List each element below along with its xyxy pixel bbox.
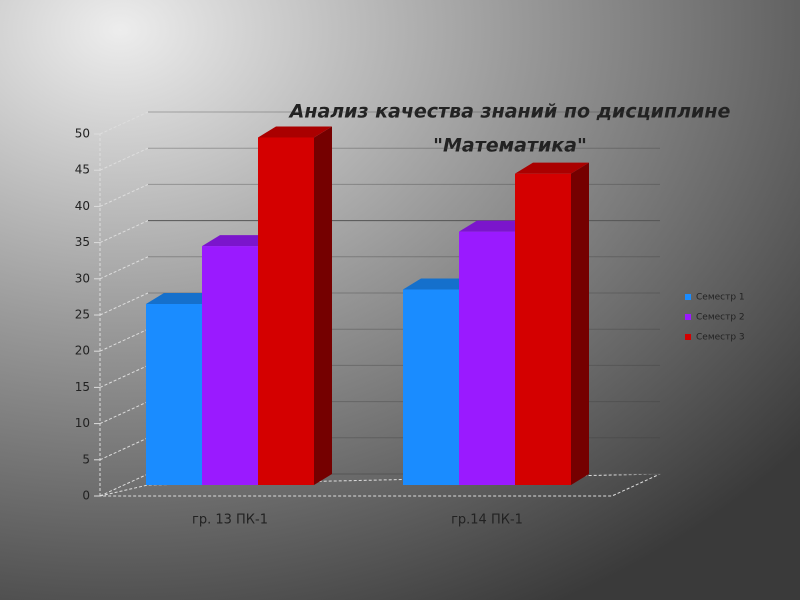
bar-side xyxy=(571,162,589,485)
x-tick-label: гр.14 ПК-1 xyxy=(451,513,523,528)
bar xyxy=(515,173,571,485)
grid-diagonal xyxy=(99,220,149,244)
legend-swatch xyxy=(685,294,691,300)
bar xyxy=(403,289,459,485)
chart-title: Анализ качества знаний по дисциплине xyxy=(288,101,731,123)
grid-diagonal xyxy=(99,256,149,280)
grid-diagonal xyxy=(99,292,149,316)
y-tick-label: 50 xyxy=(75,127,90,141)
grid-diagonal xyxy=(99,147,149,171)
bar xyxy=(258,137,314,486)
bar-top xyxy=(459,220,533,232)
y-tick-label: 25 xyxy=(75,308,90,322)
bar-side xyxy=(314,126,332,485)
legend-label: Семестр 2 xyxy=(696,313,745,323)
y-tick-label: 45 xyxy=(75,163,90,177)
chart-title: "Математика" xyxy=(433,135,587,157)
legend-swatch xyxy=(685,334,691,340)
grid-diagonal xyxy=(99,473,149,497)
grid-diagonal xyxy=(99,364,149,388)
legend-swatch xyxy=(685,314,691,320)
bar xyxy=(202,246,258,485)
bar-top xyxy=(202,235,276,247)
bar-top xyxy=(515,162,589,174)
grid-diagonal xyxy=(99,183,149,207)
bar xyxy=(459,231,515,485)
y-tick-label: 30 xyxy=(75,271,90,285)
y-tick-label: 15 xyxy=(75,380,90,394)
bar xyxy=(146,304,202,485)
bar-top xyxy=(403,278,477,290)
y-tick-label: 5 xyxy=(82,452,90,466)
grid-diagonal xyxy=(99,437,149,461)
legend-label: Семестр 3 xyxy=(696,333,745,343)
y-tick-label: 0 xyxy=(82,489,90,503)
legend-label: Семестр 1 xyxy=(696,293,745,303)
y-tick-label: 40 xyxy=(75,199,90,213)
x-tick-label: гр. 13 ПК-1 xyxy=(192,513,268,528)
bar-top xyxy=(146,293,220,304)
bar-top xyxy=(258,126,332,138)
grid-diagonal xyxy=(99,401,149,425)
grid-diagonal xyxy=(99,111,149,135)
y-tick-label: 35 xyxy=(75,235,90,249)
grid-diagonal xyxy=(99,328,149,352)
y-tick-label: 10 xyxy=(75,416,90,430)
y-tick-label: 20 xyxy=(75,344,90,358)
